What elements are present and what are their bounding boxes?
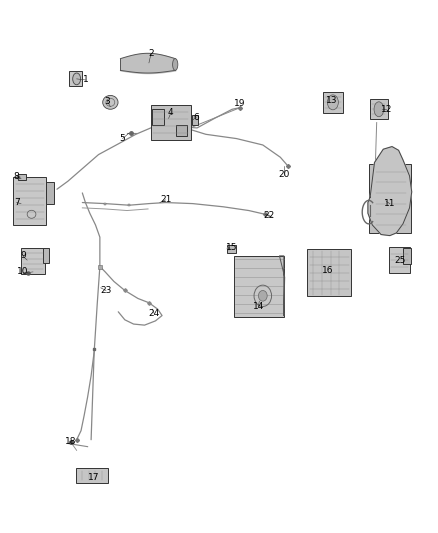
- FancyBboxPatch shape: [176, 125, 187, 136]
- FancyBboxPatch shape: [369, 164, 411, 233]
- Text: 2: 2: [148, 49, 154, 58]
- Text: 21: 21: [160, 196, 171, 204]
- Text: 10: 10: [17, 268, 28, 276]
- FancyBboxPatch shape: [370, 99, 388, 119]
- Text: 12: 12: [381, 105, 392, 114]
- FancyBboxPatch shape: [323, 92, 343, 113]
- Text: 7: 7: [14, 198, 20, 207]
- Text: 24: 24: [148, 309, 160, 318]
- Text: 23: 23: [100, 286, 112, 295]
- Text: 19: 19: [234, 100, 246, 108]
- Text: 9: 9: [20, 252, 26, 260]
- Text: 22: 22: [264, 211, 275, 220]
- Circle shape: [258, 290, 267, 301]
- FancyBboxPatch shape: [192, 115, 198, 125]
- Text: 1: 1: [82, 76, 88, 84]
- Text: 20: 20: [278, 171, 290, 179]
- Text: 3: 3: [104, 97, 110, 106]
- FancyBboxPatch shape: [46, 182, 54, 204]
- FancyBboxPatch shape: [403, 248, 411, 264]
- Text: 18: 18: [65, 437, 77, 446]
- Ellipse shape: [102, 95, 118, 109]
- Text: 15: 15: [226, 244, 237, 252]
- FancyBboxPatch shape: [152, 109, 164, 125]
- Text: 16: 16: [322, 266, 333, 275]
- Ellipse shape: [73, 73, 81, 85]
- FancyBboxPatch shape: [389, 247, 410, 273]
- FancyBboxPatch shape: [307, 249, 351, 296]
- Polygon shape: [368, 147, 412, 236]
- FancyBboxPatch shape: [21, 248, 45, 274]
- Ellipse shape: [173, 59, 178, 70]
- Text: 25: 25: [395, 256, 406, 264]
- FancyBboxPatch shape: [227, 245, 236, 253]
- Ellipse shape: [327, 95, 338, 110]
- Text: 13: 13: [326, 96, 338, 104]
- Text: 8: 8: [14, 173, 20, 181]
- FancyBboxPatch shape: [18, 174, 26, 180]
- FancyBboxPatch shape: [42, 248, 49, 263]
- Text: 11: 11: [384, 199, 396, 208]
- FancyBboxPatch shape: [14, 177, 46, 225]
- FancyBboxPatch shape: [69, 71, 82, 86]
- Ellipse shape: [374, 102, 384, 117]
- Text: 14: 14: [253, 302, 264, 311]
- FancyBboxPatch shape: [234, 256, 285, 317]
- FancyBboxPatch shape: [75, 468, 109, 483]
- Text: 6: 6: [193, 113, 199, 122]
- FancyBboxPatch shape: [151, 106, 191, 140]
- Text: 4: 4: [168, 109, 173, 117]
- Text: 5: 5: [120, 134, 126, 143]
- Text: 17: 17: [88, 473, 100, 481]
